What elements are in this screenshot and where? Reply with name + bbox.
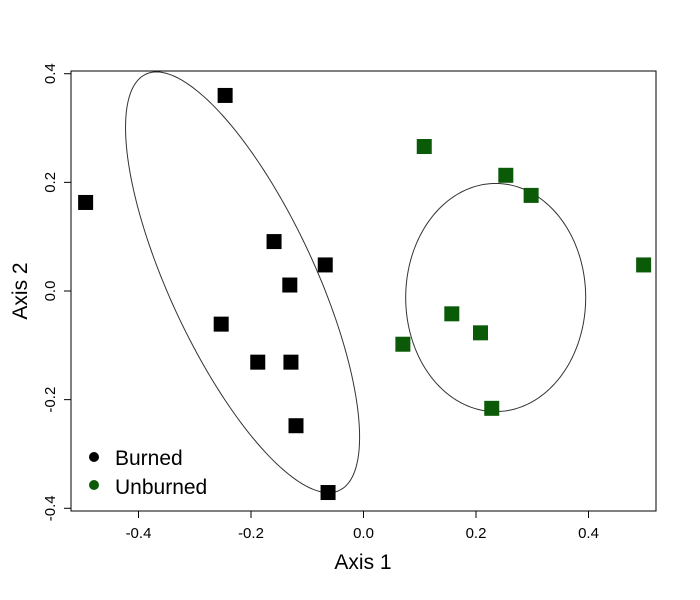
x-tick-label: 0.2: [466, 525, 487, 542]
plot-frame: [70, 70, 657, 512]
point-unburned: [473, 325, 488, 341]
point-burned: [320, 485, 336, 501]
x-tick-label: -0.4: [126, 525, 152, 542]
ellipse-unburned: [405, 182, 587, 413]
point-burned: [317, 257, 333, 273]
point-unburned: [395, 336, 411, 352]
legend: Burned Unburned: [89, 447, 207, 499]
legend-marker-unburned: [89, 480, 99, 490]
point-burned: [282, 277, 298, 293]
point-unburned: [444, 306, 460, 322]
point-burned: [288, 418, 304, 434]
point-burned: [283, 354, 299, 370]
point-burned: [217, 87, 233, 103]
legend-marker-burned: [89, 452, 99, 462]
point-burned: [213, 316, 229, 332]
data-points: [78, 87, 652, 501]
point-burned: [266, 234, 282, 250]
x-tick-label: 0.0: [353, 525, 374, 542]
y-tick-label: 0.4: [42, 63, 59, 84]
x-axis: -0.4 -0.2 0.0 0.2 0.4: [126, 510, 599, 542]
point-burned: [250, 354, 266, 370]
x-tick-label: -0.2: [238, 525, 264, 542]
point-burned: [78, 194, 94, 210]
y-tick-label: -0.2: [42, 387, 59, 413]
point-unburned: [636, 257, 652, 273]
point-unburned: [416, 139, 432, 155]
y-tick-label: 0.0: [42, 281, 59, 302]
point-unburned: [523, 187, 539, 203]
legend-label-burned: Burned: [115, 447, 183, 470]
y-tick-label: 0.2: [42, 172, 59, 193]
ellipses: [125, 71, 587, 494]
ellipse-burned: [125, 71, 361, 494]
legend-label-unburned: Unburned: [115, 476, 207, 499]
y-axis-title: Axis 2: [9, 262, 32, 319]
y-axis: -0.4 -0.2 0.0 0.2 0.4: [42, 63, 72, 521]
y-tick-label: -0.4: [42, 495, 59, 521]
x-axis-title: Axis 1: [334, 551, 391, 574]
point-unburned: [498, 167, 514, 183]
point-unburned: [484, 400, 500, 416]
x-tick-label: 0.4: [578, 525, 599, 542]
